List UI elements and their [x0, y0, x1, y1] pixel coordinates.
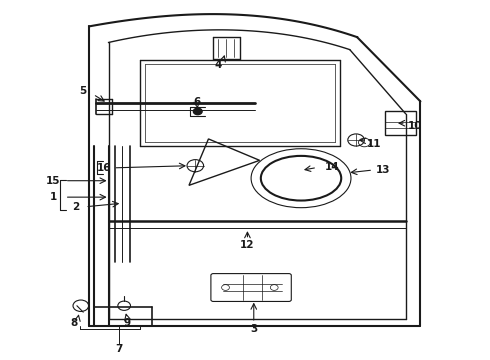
- Text: 11: 11: [368, 139, 382, 149]
- Text: 10: 10: [408, 121, 423, 131]
- Text: 8: 8: [71, 318, 78, 328]
- Text: 5: 5: [79, 86, 87, 96]
- Text: 9: 9: [123, 318, 131, 328]
- Text: 6: 6: [194, 97, 201, 107]
- Text: 12: 12: [240, 240, 255, 250]
- Circle shape: [194, 108, 202, 114]
- Text: 13: 13: [375, 165, 390, 175]
- Text: 7: 7: [116, 343, 123, 354]
- Text: 1: 1: [50, 192, 57, 202]
- Text: 15: 15: [46, 176, 61, 186]
- Text: 16: 16: [97, 163, 111, 173]
- Text: 2: 2: [73, 202, 79, 212]
- Text: 4: 4: [215, 60, 222, 69]
- Text: 3: 3: [250, 324, 257, 334]
- Text: 14: 14: [324, 162, 339, 172]
